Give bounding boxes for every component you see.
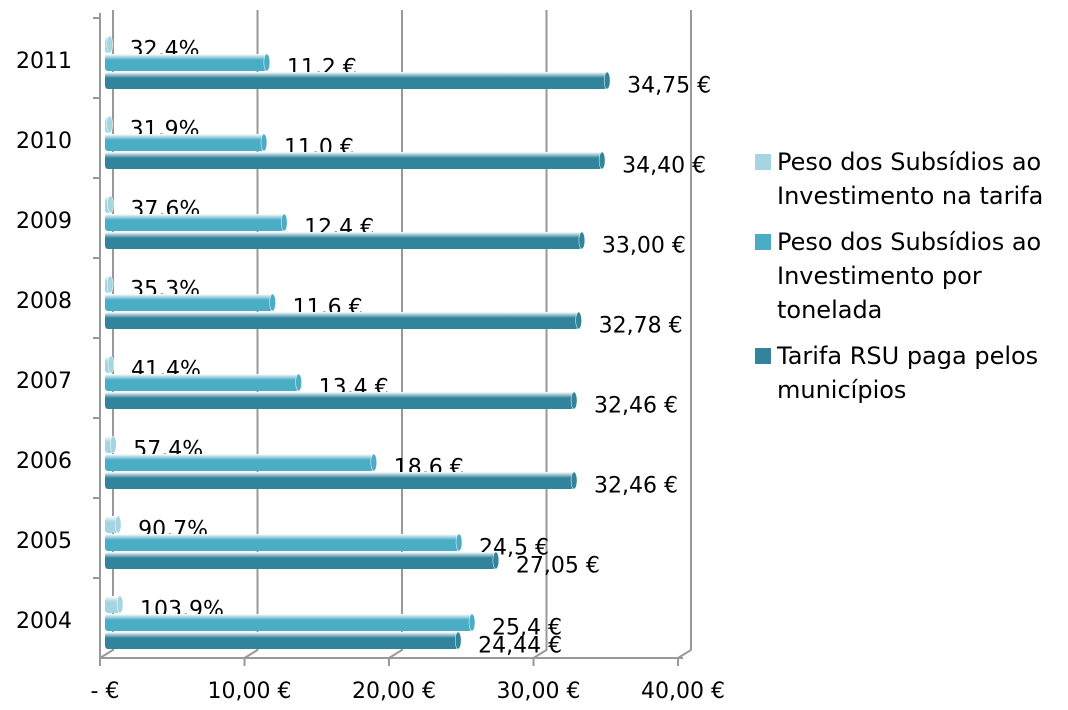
bar [105, 54, 267, 71]
x-tick-label: 10,00 € [208, 679, 292, 704]
bar-cap [110, 435, 117, 454]
bar-cap [260, 133, 268, 152]
bar [105, 614, 473, 631]
bar [105, 392, 575, 409]
legend-item: Peso dos Subsídios ao Investimento na ta… [755, 145, 1055, 213]
y-tick-label: 2007 [16, 369, 72, 394]
legend-swatch [755, 154, 771, 170]
x-tick-label: - € [91, 679, 120, 704]
bar-cap [455, 533, 463, 552]
data-label: 25,4 € [492, 616, 562, 641]
bar [105, 472, 575, 489]
y-tick-label: 2008 [16, 289, 72, 314]
y-tick-label: 2006 [16, 449, 72, 474]
y-tick-label: 2004 [16, 609, 72, 634]
bar-cap [106, 35, 113, 54]
bar [105, 454, 374, 471]
bar-cap [370, 453, 378, 472]
bar-cap [468, 613, 476, 632]
bar [105, 534, 460, 551]
bar [105, 596, 121, 613]
x-tick-label: 30,00 € [497, 679, 581, 704]
bar-cap [570, 391, 578, 410]
x-tick-label: 40,00 € [641, 679, 725, 704]
bar [105, 232, 582, 249]
data-label: 33,00 € [602, 234, 686, 259]
bar [105, 294, 273, 311]
bar-cap [575, 311, 582, 330]
data-label: 32,46 € [594, 394, 678, 419]
data-label: 24,44 € [478, 634, 562, 659]
legend-label: Peso dos Subsídios ao Investimento por t… [777, 228, 1042, 324]
x-tick-label: 20,00 € [352, 679, 436, 704]
data-label: 34,40 € [622, 154, 706, 179]
data-label: 27,05 € [516, 554, 600, 579]
bar-cap [578, 231, 586, 250]
bar-cap [295, 373, 302, 392]
grid-line [388, 10, 403, 659]
bar-cap [603, 71, 611, 90]
y-tick-label: 2005 [16, 529, 72, 554]
bar-cap [116, 595, 124, 614]
data-label: 32,46 € [594, 474, 678, 499]
data-label: 34,75 € [627, 74, 711, 99]
legend-swatch [755, 234, 771, 250]
bar [105, 152, 603, 169]
bar-cap [598, 151, 606, 170]
legend-label: Tarifa RSU paga pelos municípios [777, 342, 1039, 404]
bar-cap [263, 53, 271, 72]
grid-line [532, 10, 548, 659]
legend-swatch [755, 348, 771, 364]
bar-cap [280, 213, 288, 232]
legend-item: Peso dos Subsídios ao Investimento por t… [755, 225, 1055, 327]
bar-cap [114, 515, 122, 534]
data-label: 32,78 € [599, 314, 683, 339]
bar [105, 214, 285, 231]
legend: Peso dos Subsídios ao Investimento na ta… [755, 145, 1055, 419]
bar-cap [106, 275, 114, 294]
bar-cap [269, 293, 276, 312]
bar-cap [107, 195, 114, 214]
legend-item: Tarifa RSU paga pelos municípios [755, 339, 1055, 407]
bar-cap [106, 115, 113, 134]
bar [105, 72, 608, 89]
bar [105, 374, 299, 391]
bar [105, 134, 264, 151]
bar [105, 552, 496, 569]
y-tick-label: 2009 [16, 209, 72, 234]
y-tick-label: 2010 [16, 129, 72, 154]
bar [105, 516, 119, 533]
bar-cap [454, 631, 462, 650]
bar-cap [107, 355, 115, 374]
bar-cap [570, 471, 578, 490]
legend-label: Peso dos Subsídios ao Investimento na ta… [777, 148, 1044, 210]
grid-line [677, 10, 692, 659]
bar-cap [492, 551, 500, 570]
bar [105, 312, 579, 329]
bar [105, 632, 459, 649]
y-tick-label: 2011 [16, 49, 72, 74]
